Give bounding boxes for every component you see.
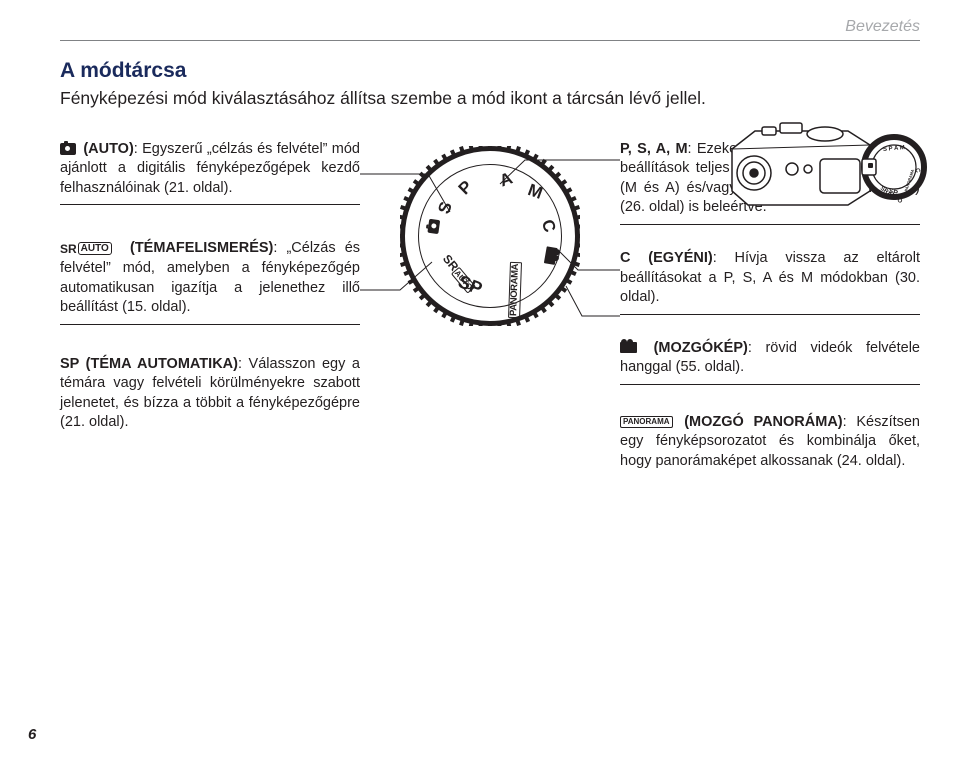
left-column: (AUTO): Egyszerű „célzás és felvétel” mó… [60,140,360,496]
sp-block: SP (TÉMA AUTOMATIKA): Válasszon egy a té… [60,355,360,433]
page-title: A módtárcsa [60,59,920,83]
movie-label: (MOZGÓKÉP) [654,340,748,356]
srauto-label: (TÉMAFELISMERÉS) [121,240,273,256]
srauto-block: SRAUTO (TÉMAFELISMERÉS): „Célzás és felv… [60,239,360,324]
mode-dial: // generated below via JS? — we'll rende… [400,146,580,326]
camera-icon [60,143,76,155]
c-label: C (EGYÉNI) [620,250,713,266]
camera-illustration: S P A M C SRAUTO SP PANORAMA [720,99,920,219]
page-content: A módtárcsa Fényképezési mód kiválasztás… [0,41,960,496]
section-header: Bevezetés [0,0,960,40]
movie-block: (MOZGÓKÉP): rövid videók felvétele hangg… [620,339,920,385]
sp-label: SP (TÉMA AUTOMATIKA) [60,356,238,372]
c-block: C (EGYÉNI): Hívja vissza az eltárolt beá… [620,249,920,315]
panorama-block: PANORAMA (MOZGÓ PANORÁMA): Készítsen egy… [620,413,920,472]
page-subtitle: Fényképezési mód kiválasztásához állítsa… [60,87,780,110]
center-column: // generated below via JS? — we'll rende… [360,140,620,496]
page-number: 6 [28,726,36,743]
srauto-icon: SRAUTO [60,241,112,257]
panorama-label: (MOZGÓ PANORÁMA) [684,414,842,430]
auto-block: (AUTO): Egyszerű „célzás és felvétel” mó… [60,140,360,206]
psam-label: P, S, A, M [620,141,688,157]
auto-label: (AUTO) [83,141,133,157]
panorama-icon: PANORAMA [620,416,673,428]
dial-ticks-svg [400,146,580,326]
movie-icon [620,342,637,353]
